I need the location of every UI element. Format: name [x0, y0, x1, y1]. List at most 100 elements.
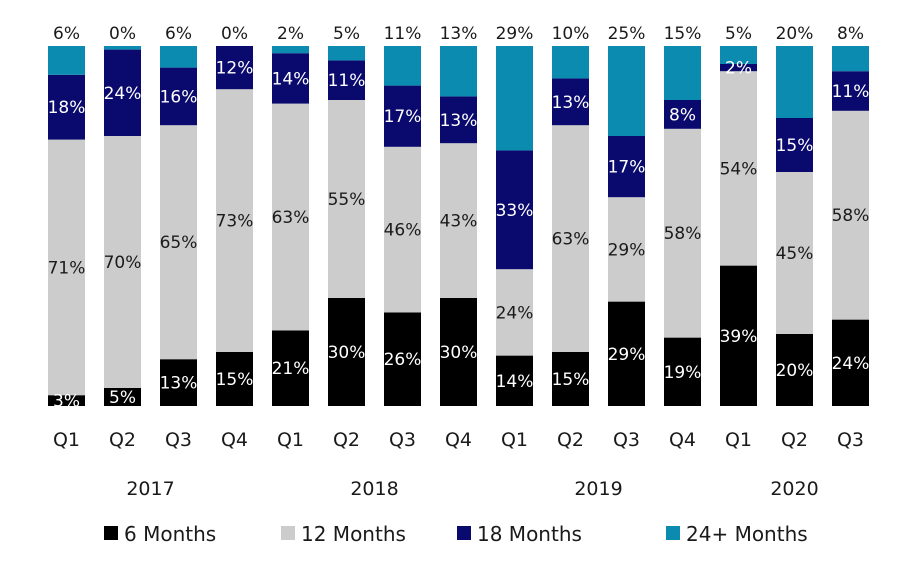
bar-segment-6-months-9 — [496, 355, 533, 406]
bar-segment-12-months-13 — [720, 71, 757, 266]
data-label-6-months-15: 24% — [832, 354, 870, 374]
data-label-18-months-13: 2% — [725, 59, 752, 79]
data-label-12-months-9: 24% — [496, 303, 534, 323]
data-label-6-months-10: 15% — [552, 370, 590, 390]
data-label-12-months-12: 58% — [664, 224, 702, 244]
data-label-6-months-7: 26% — [384, 350, 422, 370]
data-label-12-months-15: 58% — [832, 206, 870, 226]
bar-segment-18-months-9 — [496, 150, 533, 270]
bar-segment-24-months-15 — [832, 46, 869, 72]
bar-segment-6-months-15 — [832, 319, 869, 406]
bar-segment-24-months-11 — [608, 46, 645, 136]
data-label-12-months-4: 73% — [216, 212, 254, 232]
data-label-12-months-11: 29% — [608, 240, 646, 260]
data-label-24-months-15: 8% — [837, 24, 864, 44]
data-label-18-months-8: 13% — [440, 111, 478, 131]
data-label-6-months-3: 13% — [160, 374, 198, 394]
data-label-6-months-11: 29% — [608, 345, 646, 365]
bar-segment-18-months-3 — [160, 67, 197, 126]
segment-labels-layer: 3% 71% 18% 5% 70% 24% 13% 65% 16% 15% 73% 12% 21% 63%… — [48, 59, 870, 412]
bar-segment-12-months-8 — [440, 143, 477, 298]
legend-label-12-months: 12 Months — [301, 522, 406, 546]
bar-segment-18-months-14 — [776, 118, 813, 172]
data-label-6-months-13: 39% — [720, 327, 758, 347]
x-tick-label-1: Q1 — [53, 429, 80, 451]
data-label-18-months-14: 15% — [776, 136, 814, 156]
legend-swatch-12-months — [281, 526, 295, 540]
bar-segment-12-months-11 — [608, 197, 645, 302]
legend-swatch-24-months — [666, 526, 680, 540]
bar-segment-6-months-7 — [384, 312, 421, 406]
data-label-12-months-1: 71% — [48, 258, 86, 278]
bar-segment-18-months-8 — [440, 96, 477, 144]
bar-segment-24-months-2 — [104, 46, 141, 50]
x-tick-label-7: Q3 — [389, 429, 416, 451]
bar-segment-12-months-10 — [552, 125, 589, 352]
data-label-24-months-3: 6% — [165, 24, 192, 44]
data-label-6-months-2: 5% — [109, 388, 136, 408]
data-label-18-months-9: 33% — [496, 201, 534, 221]
year-label-2020: 2020 — [770, 478, 818, 500]
bar-segment-12-months-15 — [832, 110, 869, 320]
bar-segment-24-months-12 — [664, 46, 701, 100]
data-label-6-months-8: 30% — [440, 343, 478, 363]
x-tick-label-8: Q4 — [445, 429, 472, 451]
data-label-18-months-4: 12% — [216, 59, 254, 79]
bar-segment-18-months-1 — [48, 74, 85, 140]
data-label-12-months-3: 65% — [160, 233, 198, 253]
data-label-24-months-6: 5% — [333, 24, 360, 44]
data-label-24-months-5: 2% — [277, 24, 304, 44]
data-label-6-months-9: 14% — [496, 372, 534, 392]
x-tick-label-6: Q2 — [333, 429, 360, 451]
legend: 6 Months 12 Months 18 Months 24+ Months — [104, 522, 808, 546]
bar-segment-6-months-2 — [104, 388, 141, 406]
bar-segment-6-months-11 — [608, 301, 645, 406]
bar-segment-18-months-6 — [328, 60, 365, 100]
data-label-6-months-12: 19% — [664, 363, 702, 383]
bar-segment-24-months-7 — [384, 46, 421, 86]
bar-segment-12-months-2 — [104, 136, 141, 388]
x-tick-label-9: Q1 — [501, 429, 528, 451]
x-tick-label-10: Q2 — [557, 429, 584, 451]
x-tick-label-13: Q1 — [725, 429, 752, 451]
bar-segment-12-months-14 — [776, 172, 813, 334]
data-label-24-months-12: 15% — [664, 24, 702, 44]
x-axis-year-groups: 2017 2018 2019 2020 — [126, 478, 818, 500]
bar-segment-6-months-8 — [440, 298, 477, 406]
bar-segment-24-months-8 — [440, 46, 477, 97]
bar-segment-6-months-12 — [664, 337, 701, 406]
data-label-12-months-13: 54% — [720, 159, 758, 179]
bar-segment-12-months-4 — [216, 89, 253, 352]
bar-segment-18-months-7 — [384, 85, 421, 147]
bar-segment-6-months-13 — [720, 265, 757, 406]
legend-swatch-18-months — [457, 526, 471, 540]
bar-segment-18-months-5 — [272, 53, 309, 104]
data-label-18-months-12: 8% — [669, 105, 696, 125]
bar-segment-18-months-10 — [552, 78, 589, 126]
legend-label-24-months: 24+ Months — [686, 522, 808, 546]
data-label-24-months-1: 6% — [53, 24, 80, 44]
data-label-18-months-15: 11% — [832, 82, 870, 102]
legend-label-6-months: 6 Months — [124, 522, 216, 546]
bar-segment-24-months-1 — [48, 46, 85, 75]
bar-segment-18-months-12 — [664, 100, 701, 129]
data-label-18-months-7: 17% — [384, 107, 422, 127]
data-label-6-months-5: 21% — [272, 359, 310, 379]
x-tick-label-3: Q3 — [165, 429, 192, 451]
bar-segment-18-months-13 — [720, 64, 757, 72]
data-label-24-months-4: 0% — [221, 24, 248, 44]
bar-segment-12-months-12 — [664, 128, 701, 338]
data-label-18-months-11: 17% — [608, 158, 646, 178]
bar-segment-6-months-10 — [552, 352, 589, 406]
data-label-12-months-6: 55% — [328, 190, 366, 210]
x-tick-label-4: Q4 — [221, 429, 248, 451]
data-label-24-months-11: 25% — [608, 24, 646, 44]
bar-segment-12-months-5 — [272, 103, 309, 331]
bar-segment-24-months-14 — [776, 46, 813, 118]
data-label-12-months-2: 70% — [104, 253, 142, 273]
data-label-6-months-4: 15% — [216, 370, 254, 390]
year-label-2017: 2017 — [126, 478, 174, 500]
data-label-6-months-1: 3% — [53, 392, 80, 412]
data-label-24-months-14: 20% — [776, 24, 814, 44]
data-label-24-months-7: 11% — [384, 24, 422, 44]
